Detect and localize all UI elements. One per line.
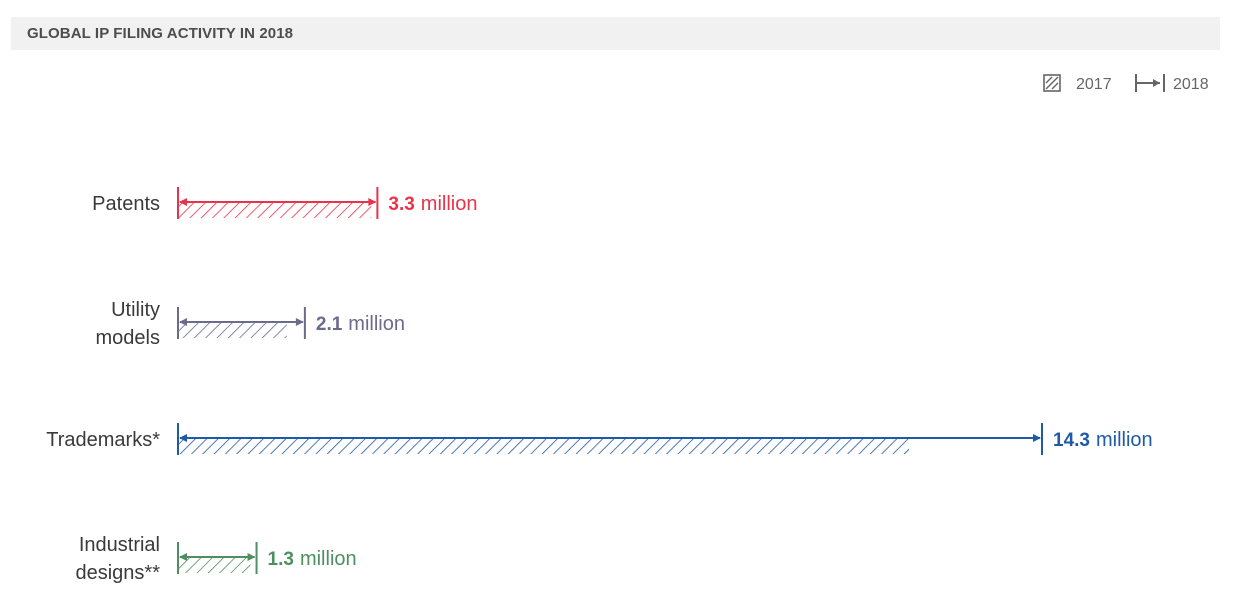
value-label-patents: 3.3 million [388,193,477,215]
category-label-patents: Patents [92,193,160,215]
chart-title: GLOBAL IP FILING ACTIVITY IN 2018 [27,25,294,42]
chart-header: GLOBAL IP FILING ACTIVITY IN 2018 [11,17,1220,50]
value-unit-utility-models: million [348,313,405,335]
value-label-industrial-designs: 1.3 million [268,548,357,570]
arrow-tail-trademarks [179,434,187,442]
arrow-head-industrial-designs [247,553,256,561]
category-label-utility-models: Utility models [96,299,160,349]
bar-2017-industrial-designs [178,557,251,573]
value-unit-industrial-designs: million [300,548,357,570]
value-number-patents: 3.3 [388,194,414,215]
legend-swatch-2018 [1135,74,1165,92]
value-number-utility-models: 2.1 [316,314,343,335]
category-label-line: Trademarks* [46,429,160,451]
category-label-line: Patents [92,193,160,215]
value-number-industrial-designs: 1.3 [268,549,294,570]
legend-swatch-2017 [1043,74,1061,92]
category-label-line: designs** [75,562,160,584]
arrow-tail-utility-models [179,318,187,326]
value-unit-trademarks: million [1096,429,1153,451]
arrow-head-patents [368,198,377,206]
arrow-tail-patents [179,198,187,206]
arrow-head-trademarks [1033,434,1041,442]
bar-2017-trademarks [178,438,910,454]
category-label-line: Utility [111,299,160,321]
arrow-tail-industrial-designs [179,553,187,561]
legend-label-2018: 2018 [1173,76,1209,93]
category-label-line: Industrial [79,534,160,556]
value-number-trademarks: 14.3 [1053,430,1090,451]
category-label-trademarks: Trademarks* [46,429,160,451]
bar-2017-patents [178,202,372,218]
category-label-line: models [96,327,160,349]
value-label-utility-models: 2.1 million [316,313,405,335]
value-unit-patents: million [421,193,478,215]
legend: 2017 2018 [1043,74,1209,93]
value-label-trademarks: 14.3 million [1053,429,1153,451]
legend-label-2017: 2017 [1076,76,1112,93]
bar-2017-utility-models [178,322,287,338]
category-label-industrial-designs: Industrial designs** [75,534,160,584]
arrow-head-utility-models [295,318,304,326]
